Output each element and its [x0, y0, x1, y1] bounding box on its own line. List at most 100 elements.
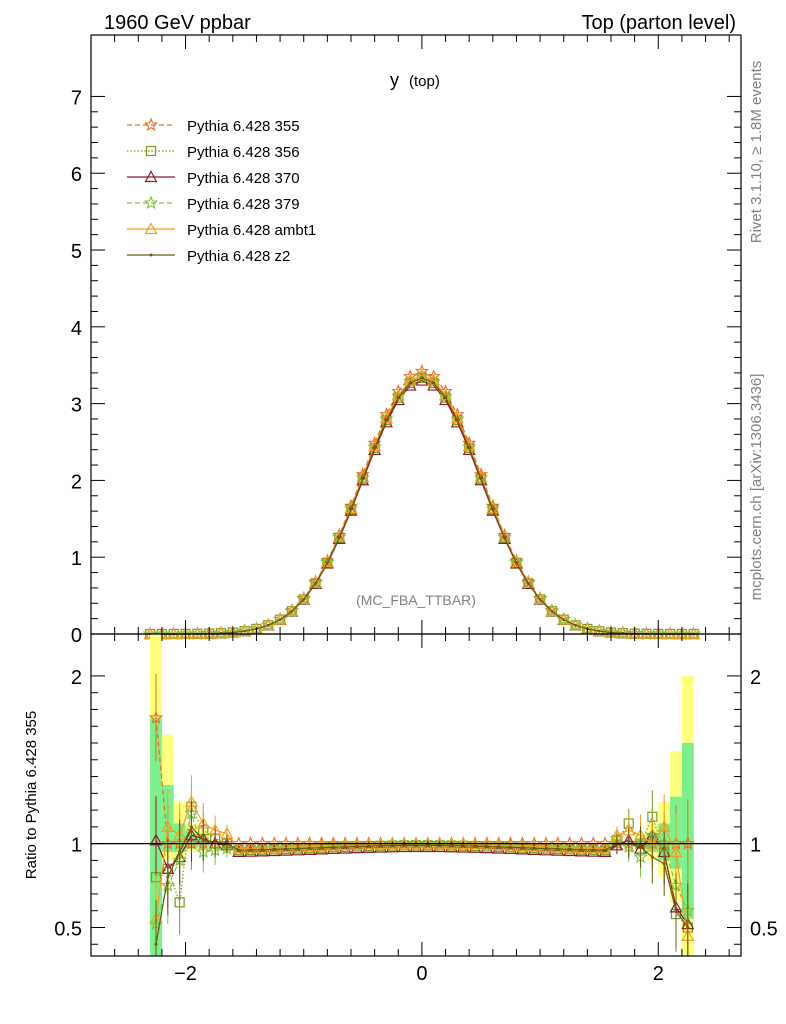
series-point [491, 507, 495, 511]
ratio-uncertainty-bands [150, 634, 694, 956]
legend-label: Pythia 6.428 370 [187, 170, 300, 187]
series-point [562, 618, 566, 622]
main-panel: 0 1 2 3 4 5 6 7 y (top) (MC_FBA_TTBAR) Pythia 6… [71, 34, 742, 647]
series-point [444, 396, 448, 400]
ratio-point [426, 843, 430, 847]
series-point [545, 604, 559, 617]
series-point [325, 561, 329, 565]
series-point [569, 618, 583, 631]
ratio-series-2 [150, 780, 693, 956]
series-point [314, 581, 318, 585]
main-y-ticks: 0 1 2 3 4 5 6 7 [71, 87, 741, 647]
ratio-point [586, 841, 600, 854]
ratio-point [201, 838, 205, 842]
ratio-point [492, 838, 506, 851]
series-point [266, 623, 270, 627]
series-point [344, 501, 358, 514]
ratio-line [155, 825, 689, 945]
ratio-point [402, 843, 406, 847]
ratio-point [473, 844, 477, 848]
ratio-point [550, 840, 565, 855]
ratio-y-tick-label-right: 1 [750, 835, 761, 857]
ratio-point [166, 875, 170, 879]
ratio-point [249, 848, 253, 852]
analysis-watermark: (MC_FBA_TTBAR) [356, 592, 476, 608]
ratio-point [662, 862, 666, 866]
ratio-point [314, 839, 328, 852]
series-point [532, 591, 548, 606]
ratio-x-ticks: −2 0 2 [90, 634, 730, 985]
ratio-y-tick-label: 1 [71, 835, 82, 857]
ratio-point [319, 846, 323, 850]
series-point [332, 529, 347, 544]
legend-entry-3: Pythia 6.428 370 [127, 170, 300, 187]
ratio-point [255, 841, 270, 855]
series-point [356, 470, 370, 483]
ratio-point [568, 847, 572, 851]
ratio-point [267, 841, 282, 855]
mcplots-credit-label: mcplots.cern.ch [arXiv:1306.3436] [748, 374, 765, 601]
ratio-line [155, 717, 688, 845]
ratio-point [243, 841, 258, 856]
series-point [526, 581, 530, 585]
ratio-point [461, 844, 465, 848]
ratio-point [178, 850, 182, 854]
legend-label: Pythia 6.428 355 [187, 118, 300, 135]
ratio-point [267, 840, 281, 853]
series-point [361, 477, 365, 481]
legend-label: Pythia 6.428 z2 [187, 248, 290, 265]
ratio-point [408, 836, 424, 851]
ratio-point [503, 838, 518, 853]
series-point [479, 477, 483, 481]
legend: Pythia 6.428 355 Pythia 6.428 356 Pythia 6… [127, 117, 316, 265]
series-point [297, 592, 311, 605]
y-tick-label: 2 [71, 471, 82, 493]
ratio-point [563, 840, 577, 853]
legend-entry-6: Pythia 6.428 z2 [127, 248, 290, 265]
ratio-point [308, 846, 312, 850]
ratio-point [527, 839, 542, 854]
ratio-point [302, 839, 317, 854]
series-point [557, 612, 571, 625]
ratio-point [538, 840, 554, 854]
ratio-point [579, 848, 583, 852]
series-6 [148, 376, 696, 636]
ratio-point [291, 840, 305, 853]
plot-title-main: y [390, 70, 399, 90]
y-tick-label: 6 [71, 164, 82, 186]
series-point [574, 623, 578, 627]
series-point [355, 470, 370, 484]
series-point [349, 507, 353, 511]
ratio-point [556, 847, 560, 851]
ratio-point [279, 840, 293, 853]
ratio-point [520, 846, 524, 850]
ratio-point [574, 841, 588, 854]
ratio-point [284, 847, 288, 851]
ratio-point [674, 909, 678, 913]
series-point [533, 592, 547, 605]
ratio-point [562, 841, 577, 855]
series-point [243, 629, 247, 633]
ratio-point [296, 847, 300, 851]
ratio-point [326, 838, 341, 853]
ratio-point [149, 833, 163, 846]
series-point [309, 576, 323, 588]
ratio-y-ticks: 0.5 0.5 1 1 2 2 [54, 667, 778, 945]
x-tick-label: 2 [653, 963, 664, 985]
ratio-point [373, 837, 388, 852]
ratio-y-tick-label: 2 [71, 667, 82, 689]
series-point [497, 529, 512, 544]
ratio-point [278, 840, 294, 855]
series-point [420, 376, 424, 380]
ratio-series-4 [148, 787, 695, 956]
ratio-point [515, 839, 529, 852]
series-point [332, 530, 346, 543]
plot-title: y (top) [390, 70, 440, 90]
legend-label: Pythia 6.428 356 [187, 144, 300, 161]
x-tick-label: −2 [174, 963, 197, 985]
ratio-point [237, 848, 241, 852]
ratio-point [432, 837, 447, 851]
series-point [273, 612, 288, 626]
series-point [485, 501, 500, 515]
ratio-point [174, 897, 185, 908]
